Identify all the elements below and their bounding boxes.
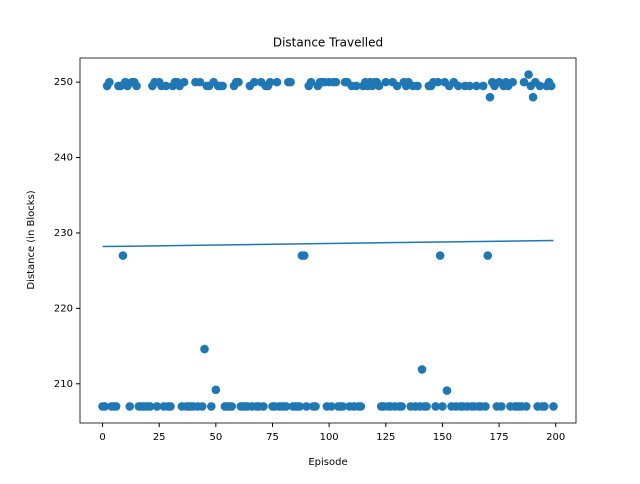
- y-tick-label: 210: [54, 379, 73, 390]
- chart-title: Distance Travelled: [273, 36, 383, 50]
- point: [485, 92, 495, 102]
- x-tick-label: 150: [433, 432, 452, 443]
- point: [413, 81, 422, 91]
- point: [299, 251, 309, 260]
- point: [105, 77, 114, 87]
- plot-frame: [79, 57, 577, 424]
- point: [438, 402, 447, 411]
- point: [338, 402, 348, 411]
- point: [234, 77, 243, 87]
- point: [286, 77, 295, 87]
- x-tick-label: 200: [546, 432, 565, 443]
- point: [549, 402, 558, 411]
- point: [435, 251, 445, 260]
- point: [125, 402, 135, 411]
- y-tick-label: 230: [54, 228, 73, 239]
- point: [528, 92, 538, 102]
- x-tick-label: 125: [376, 432, 395, 443]
- point: [100, 402, 110, 411]
- point: [311, 402, 320, 411]
- point: [331, 77, 341, 87]
- point: [200, 344, 209, 354]
- point: [374, 81, 384, 91]
- point: [179, 77, 189, 87]
- point: [483, 251, 493, 260]
- point: [397, 402, 406, 411]
- point: [540, 402, 549, 411]
- point: [472, 81, 481, 91]
- y-axis-label: Distance (in Blocks): [26, 190, 37, 289]
- point: [481, 402, 490, 411]
- x-tick-label: 0: [99, 432, 105, 443]
- x-tick-label: 175: [490, 432, 509, 443]
- point: [161, 81, 171, 91]
- point: [433, 77, 443, 87]
- point: [265, 77, 275, 87]
- point: [524, 70, 533, 79]
- point: [535, 81, 545, 91]
- point: [272, 77, 282, 87]
- y-tick-label: 240: [54, 153, 73, 164]
- point: [295, 402, 304, 411]
- x-tick-label: 50: [209, 432, 222, 443]
- point: [417, 365, 427, 374]
- point: [356, 402, 366, 411]
- point: [197, 402, 207, 411]
- point: [478, 81, 488, 91]
- x-tick-label: 75: [266, 432, 279, 443]
- point: [381, 77, 391, 87]
- trend-line: [102, 239, 554, 248]
- point: [132, 81, 141, 91]
- point: [259, 402, 268, 411]
- point: [218, 81, 227, 91]
- x-tick-label: 25: [153, 432, 166, 443]
- point: [195, 77, 205, 87]
- point: [442, 386, 452, 395]
- point: [546, 81, 556, 91]
- point: [306, 77, 316, 87]
- point: [465, 81, 474, 91]
- point: [497, 402, 506, 411]
- point: [145, 402, 155, 411]
- point: [250, 77, 259, 87]
- point: [352, 81, 361, 91]
- point: [207, 402, 216, 411]
- y-tick-label: 220: [54, 303, 73, 314]
- x-tick-label: 100: [320, 432, 339, 443]
- point: [227, 402, 237, 411]
- point: [166, 402, 175, 411]
- point: [422, 402, 431, 411]
- point: [302, 402, 311, 411]
- point: [431, 402, 440, 411]
- point: [211, 385, 221, 395]
- point: [453, 81, 463, 91]
- point: [111, 402, 121, 411]
- point: [152, 402, 162, 411]
- x-axis-label: Episode: [308, 457, 347, 468]
- point: [281, 402, 291, 411]
- point: [508, 77, 517, 87]
- point: [521, 402, 531, 411]
- point: [519, 77, 529, 87]
- y-tick-label: 250: [54, 77, 73, 88]
- point: [327, 402, 336, 411]
- point: [392, 81, 402, 91]
- point: [118, 251, 128, 260]
